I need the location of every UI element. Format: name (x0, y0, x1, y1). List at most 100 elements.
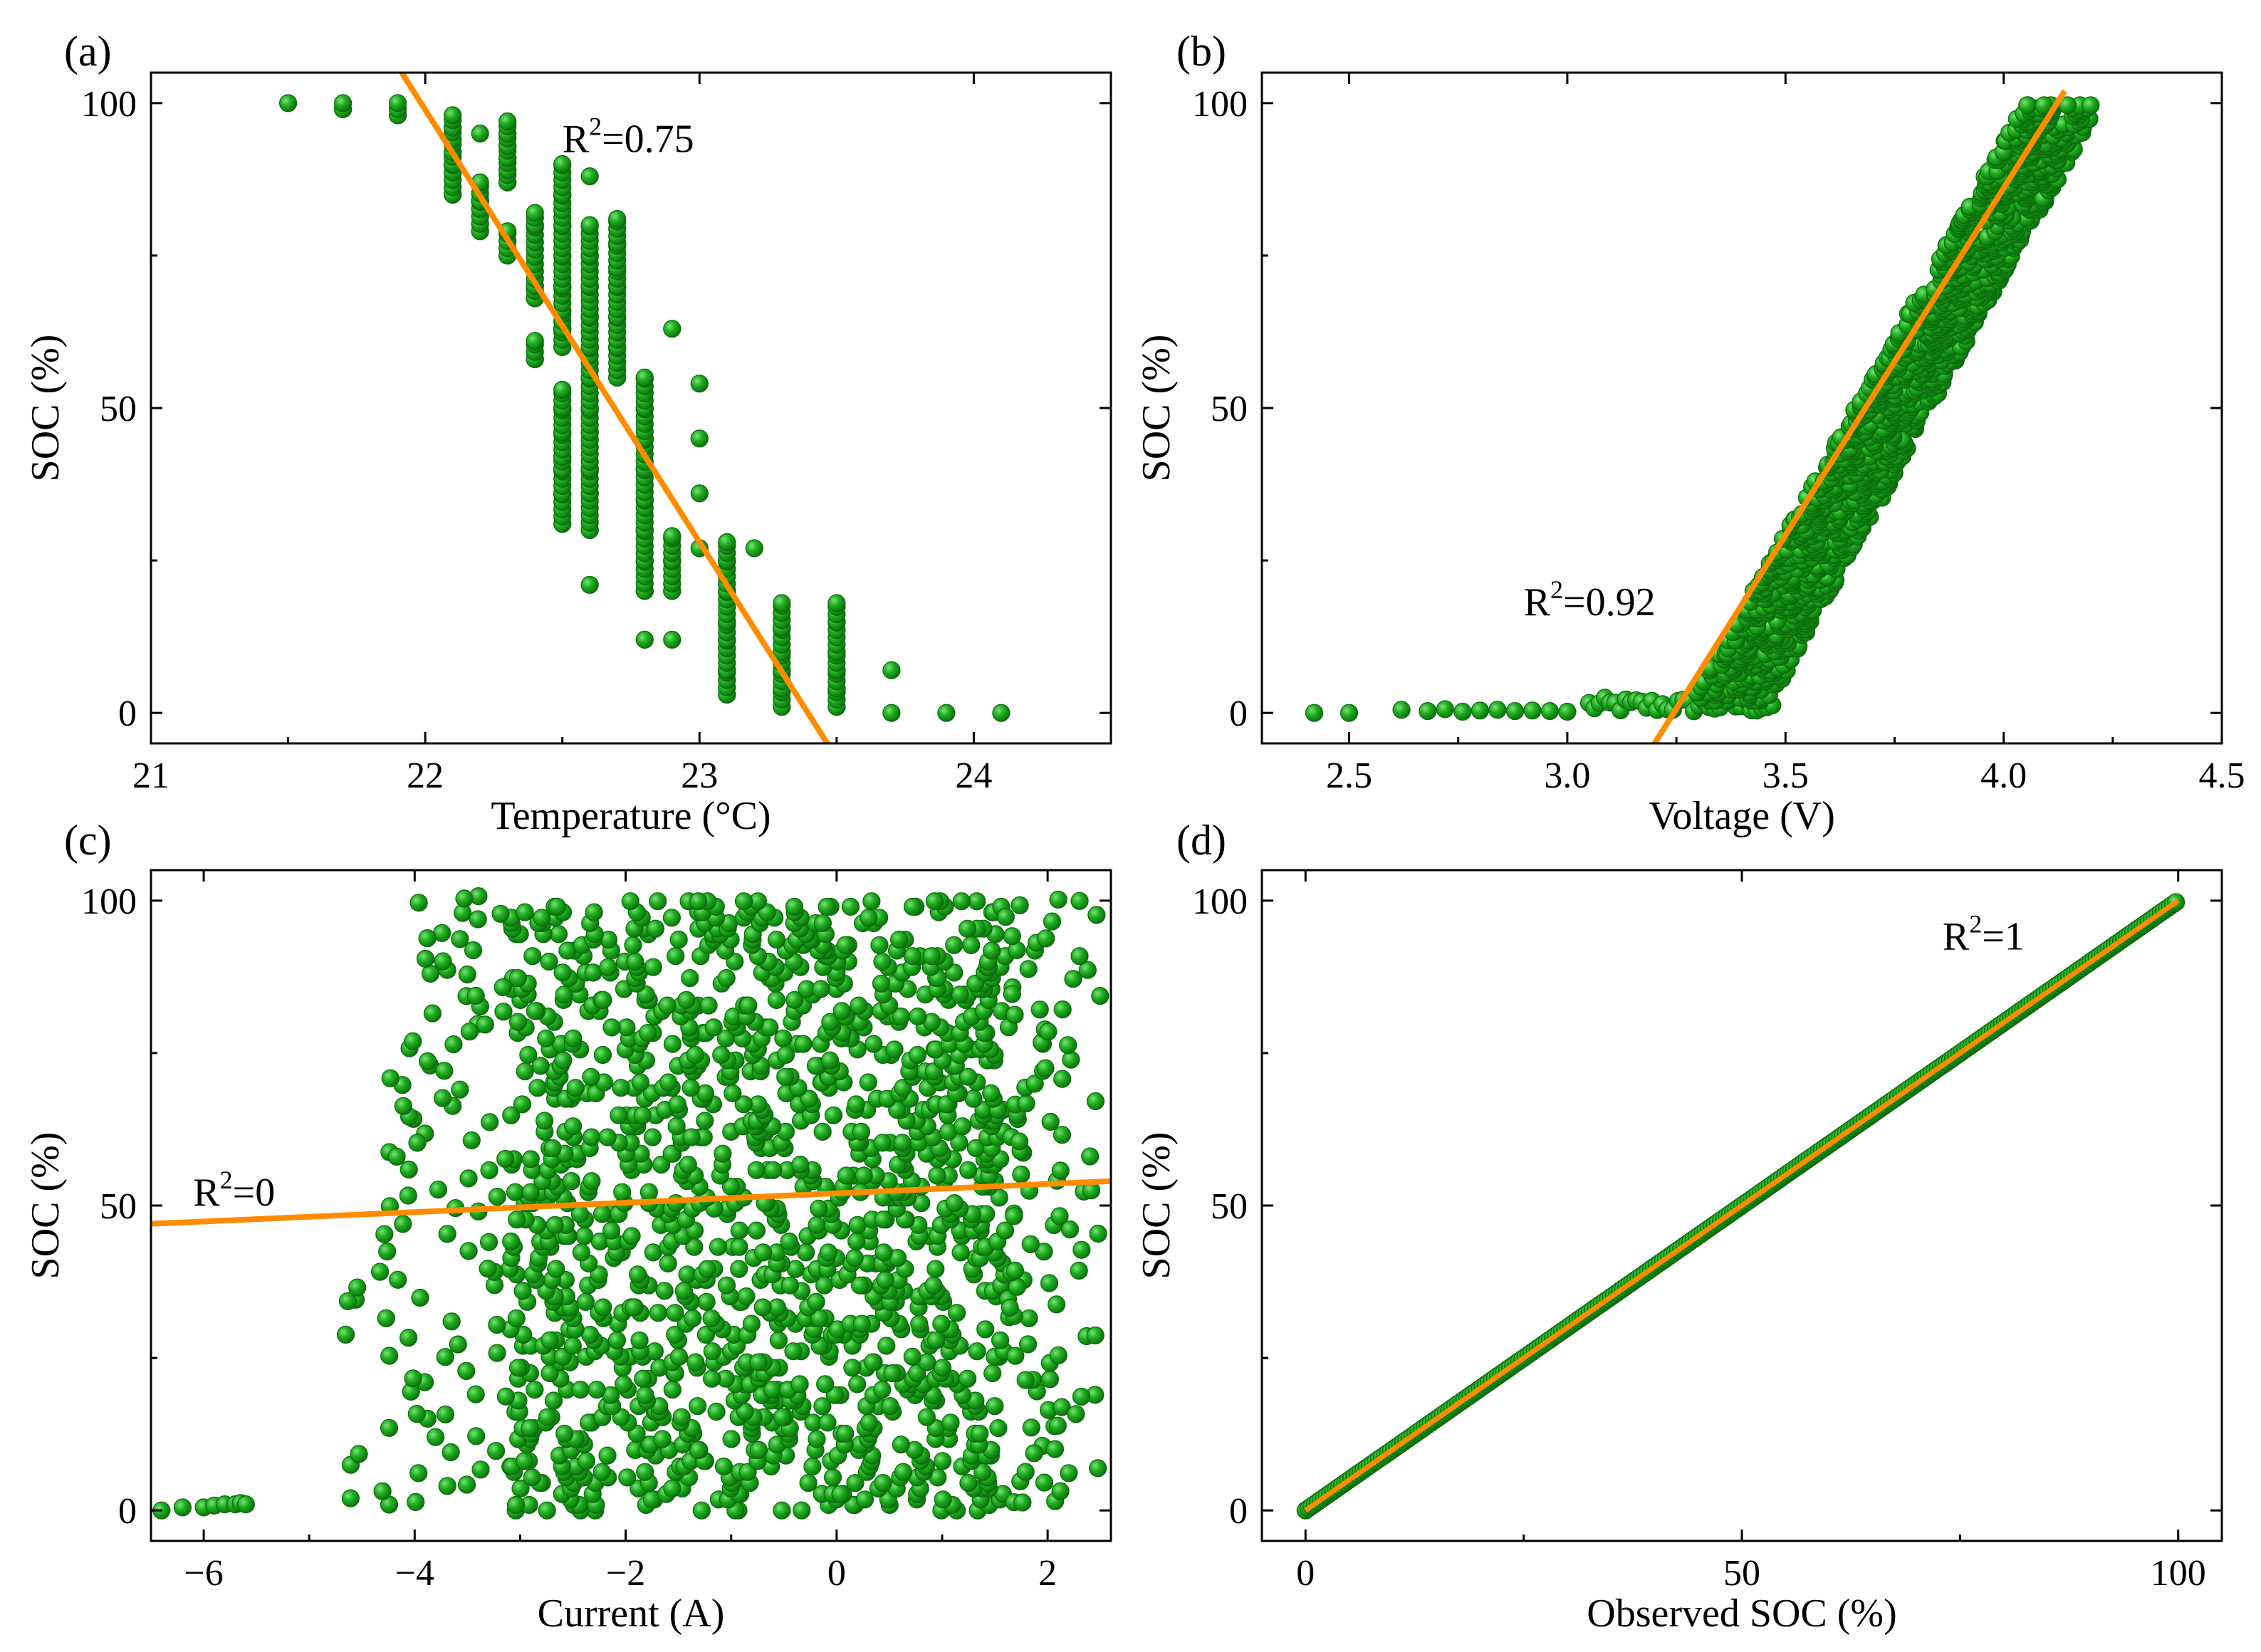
data-point (543, 1139, 562, 1158)
data-point (639, 1023, 657, 1042)
data-point (537, 1029, 555, 1048)
data-point (563, 1337, 582, 1355)
data-point (903, 1347, 921, 1366)
data-point (444, 1035, 463, 1054)
data-point (926, 1260, 945, 1278)
data-point (516, 1062, 534, 1081)
data-point (429, 1180, 448, 1199)
data-point (667, 1117, 686, 1136)
data-point (630, 1331, 649, 1349)
data-point (910, 1314, 929, 1333)
x-tick-label: 2 (1038, 1553, 1057, 1594)
data-point (696, 1112, 714, 1130)
data-point (860, 1413, 879, 1432)
data-point (1091, 986, 1109, 1005)
data-point (438, 1477, 456, 1495)
data-point (724, 1084, 742, 1103)
data-point (471, 1460, 490, 1479)
data-point (934, 1490, 952, 1509)
data-point (1037, 929, 1055, 948)
data-point (1087, 906, 1106, 924)
data-point (644, 1243, 662, 1262)
data-point (672, 1408, 691, 1426)
data-point (639, 1183, 659, 1201)
data-point (387, 1147, 406, 1166)
y-tick-label: 100 (1192, 882, 1248, 922)
data-point (1045, 1440, 1065, 1458)
data-point (799, 1474, 818, 1492)
data-point (526, 1002, 545, 1020)
data-point (502, 1232, 521, 1251)
data-point (780, 1232, 798, 1251)
data-point (807, 1292, 825, 1311)
data-point (1558, 702, 1577, 721)
data-point (649, 1304, 667, 1322)
data-point (682, 1128, 701, 1146)
y-tick-label: 0 (118, 694, 137, 734)
data-point (467, 1427, 486, 1446)
data-point (863, 1353, 882, 1371)
data-point (416, 949, 435, 968)
data-point (2082, 96, 2100, 115)
data-point (704, 1018, 723, 1037)
data-point (370, 1262, 390, 1281)
data-point (1419, 701, 1437, 721)
data-point (843, 1359, 862, 1377)
data-point (540, 952, 558, 971)
r2-base: R (1524, 580, 1551, 624)
x-tick-label: 3.5 (1763, 756, 1809, 796)
data-point (1039, 1023, 1058, 1041)
data-point (279, 94, 298, 113)
data-point (1003, 985, 1021, 1003)
data-point (380, 1347, 399, 1365)
data-point (607, 1331, 627, 1349)
data-point (508, 1013, 528, 1031)
data-point (582, 1067, 600, 1086)
data-point (808, 1430, 826, 1448)
data-point (622, 1227, 641, 1245)
x-axis-title: Temperature (°C) (491, 794, 771, 838)
data-point (409, 894, 428, 912)
data-point (865, 1035, 883, 1053)
data-point (885, 1040, 904, 1059)
data-point (602, 1221, 621, 1240)
data-point (1035, 1473, 1054, 1492)
x-tick-label: 23 (681, 756, 718, 796)
data-point (575, 1227, 594, 1245)
data-point (773, 1501, 791, 1520)
y-tick-label: 50 (100, 1186, 137, 1227)
data-point (644, 958, 662, 976)
data-point (486, 1442, 506, 1460)
data-point (749, 1441, 768, 1460)
data-point (681, 968, 699, 988)
data-point (1020, 1309, 1038, 1327)
data-point (747, 1161, 766, 1179)
data-point (580, 216, 599, 234)
data-point (889, 930, 909, 949)
data-point (449, 1335, 467, 1354)
data-point (545, 1216, 564, 1235)
x-tick-label: −6 (184, 1553, 223, 1594)
data-point (519, 1045, 538, 1065)
x-tick-label: 21 (132, 756, 169, 796)
data-point (959, 1474, 978, 1492)
data-point (776, 1067, 795, 1086)
data-point (635, 630, 654, 649)
r2-base: R (563, 117, 590, 161)
data-point (686, 1353, 705, 1371)
data-point (1016, 1371, 1035, 1389)
r2-sup: 2 (220, 1166, 233, 1194)
data-point (712, 1045, 731, 1065)
data-point (850, 996, 868, 1015)
data-point (1049, 1346, 1067, 1364)
y-axis-title: SOC (%) (24, 1132, 68, 1280)
data-point (780, 1276, 800, 1295)
y-tick-label: 0 (1229, 1491, 1248, 1532)
data-point (613, 1183, 632, 1201)
data-point (922, 947, 941, 966)
data-point (1062, 1050, 1080, 1069)
data-point (678, 1265, 696, 1284)
data-point (952, 892, 971, 911)
data-point (1488, 701, 1507, 719)
x-axis-title: Observed SOC (%) (1587, 1591, 1896, 1636)
